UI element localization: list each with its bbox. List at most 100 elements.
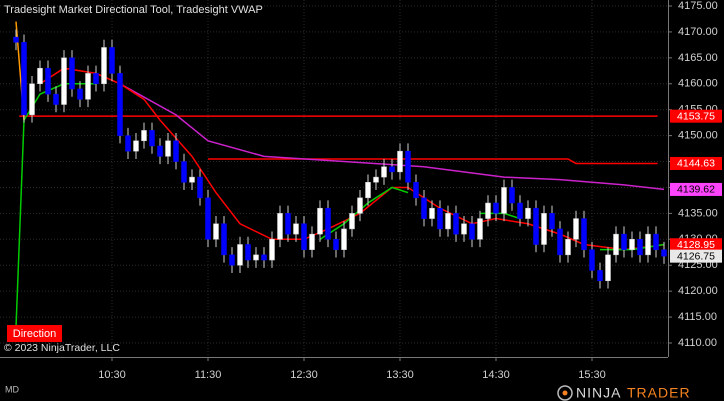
candle-body: [197, 176, 203, 199]
y-tick-label: 4150.00: [678, 130, 718, 142]
x-tick-label: 12:30: [290, 369, 318, 381]
candle-body: [45, 67, 51, 95]
candle-body: [293, 223, 299, 235]
candle-body: [461, 223, 467, 235]
price-marker: [670, 156, 722, 170]
candle-body: [373, 176, 379, 183]
price-marker-label: 4126.75: [677, 250, 715, 262]
candle-body: [29, 83, 35, 116]
candle-body: [645, 233, 651, 256]
direction-box: [7, 325, 62, 342]
candle-body: [213, 223, 219, 240]
candle-body: [629, 239, 635, 250]
candle-body: [533, 207, 539, 245]
candle-body: [21, 42, 27, 116]
candle-body: [229, 254, 235, 266]
y-tick-label: 4175.00: [678, 0, 718, 12]
candle-body: [541, 213, 547, 245]
logo-icon: [557, 385, 573, 401]
candle-body: [445, 213, 451, 230]
logo-first: NINJA: [576, 385, 621, 401]
candle-body: [381, 166, 387, 178]
candle-body: [53, 93, 59, 105]
candle-body: [389, 166, 395, 173]
candle-body: [477, 218, 483, 240]
candle-body: [405, 150, 411, 183]
candle-body: [221, 223, 227, 256]
candle-body: [245, 244, 251, 261]
candle-body: [661, 249, 667, 257]
candle-body: [173, 140, 179, 162]
candle-body: [597, 270, 603, 282]
chart-title: Tradesight Market Directional Tool, Trad…: [4, 4, 263, 16]
candle-body: [269, 239, 275, 261]
price-marker: [670, 182, 722, 196]
candle-body: [317, 207, 323, 235]
candle-body: [325, 207, 331, 240]
candle-body: [581, 218, 587, 250]
candle-body: [397, 150, 403, 173]
candle-body: [573, 218, 579, 240]
candle-body: [517, 202, 523, 219]
price-marker: [670, 109, 722, 123]
x-tick-label: 13:30: [386, 369, 414, 381]
indicator-line: [208, 158, 658, 165]
candle-body: [621, 233, 627, 250]
candle-body: [589, 249, 595, 271]
y-tick-label: 4170.00: [678, 26, 718, 38]
candle-body: [125, 135, 131, 152]
candle-body: [613, 233, 619, 256]
y-tick-label: 4135.00: [678, 207, 718, 219]
candle-body: [277, 213, 283, 240]
axes: 4110.004115.004120.004125.004130.004135.…: [98, 0, 722, 381]
candle-body: [509, 187, 515, 204]
candle-body: [341, 228, 347, 250]
candle-body: [357, 197, 363, 214]
candle-body: [333, 239, 339, 250]
candle-body: [205, 197, 211, 240]
x-tick-label: 14:30: [482, 369, 510, 381]
candle-body: [165, 140, 171, 157]
candle-body: [109, 47, 115, 74]
candle-body: [285, 213, 291, 235]
instrument-label: MD: [5, 384, 19, 394]
candle-body: [101, 47, 107, 85]
candle-body: [653, 233, 659, 250]
candle-body: [549, 213, 555, 230]
candle-body: [309, 233, 315, 250]
direction-label: Direction: [13, 328, 56, 340]
candle-body: [141, 130, 147, 142]
candle-body: [493, 202, 499, 214]
candle-body: [149, 130, 155, 147]
logo: NINJA TRADER: [557, 385, 691, 401]
price-marker-label: 4144.63: [677, 158, 715, 170]
price-marker: [670, 238, 722, 252]
logo-icon-dot: [562, 390, 568, 396]
copyright: © 2023 NinjaTrader, LLC: [4, 342, 120, 354]
x-tick-label: 15:30: [578, 369, 606, 381]
candle-body: [117, 73, 123, 136]
candle-body: [349, 213, 355, 230]
candle-body: [637, 239, 643, 256]
candle-body: [69, 57, 75, 90]
candle-body: [421, 197, 427, 219]
price-marker: [670, 249, 722, 263]
candle-body: [301, 223, 307, 250]
candle-body: [605, 254, 611, 282]
x-tick-label: 11:30: [195, 369, 222, 381]
candle-body: [413, 182, 419, 199]
candle-body: [429, 207, 435, 219]
candle-body: [237, 244, 243, 266]
candle-body: [61, 57, 67, 105]
candle-body: [485, 202, 491, 219]
y-tick-label: 4160.00: [678, 78, 718, 90]
candle-body: [93, 73, 99, 85]
candle-body: [157, 145, 163, 157]
candle-body: [253, 254, 259, 261]
candle-body: [525, 207, 531, 219]
candle-body: [557, 228, 563, 256]
candle-body: [77, 88, 83, 100]
logo-second: TRADER: [627, 385, 691, 401]
candle-body: [453, 213, 459, 235]
